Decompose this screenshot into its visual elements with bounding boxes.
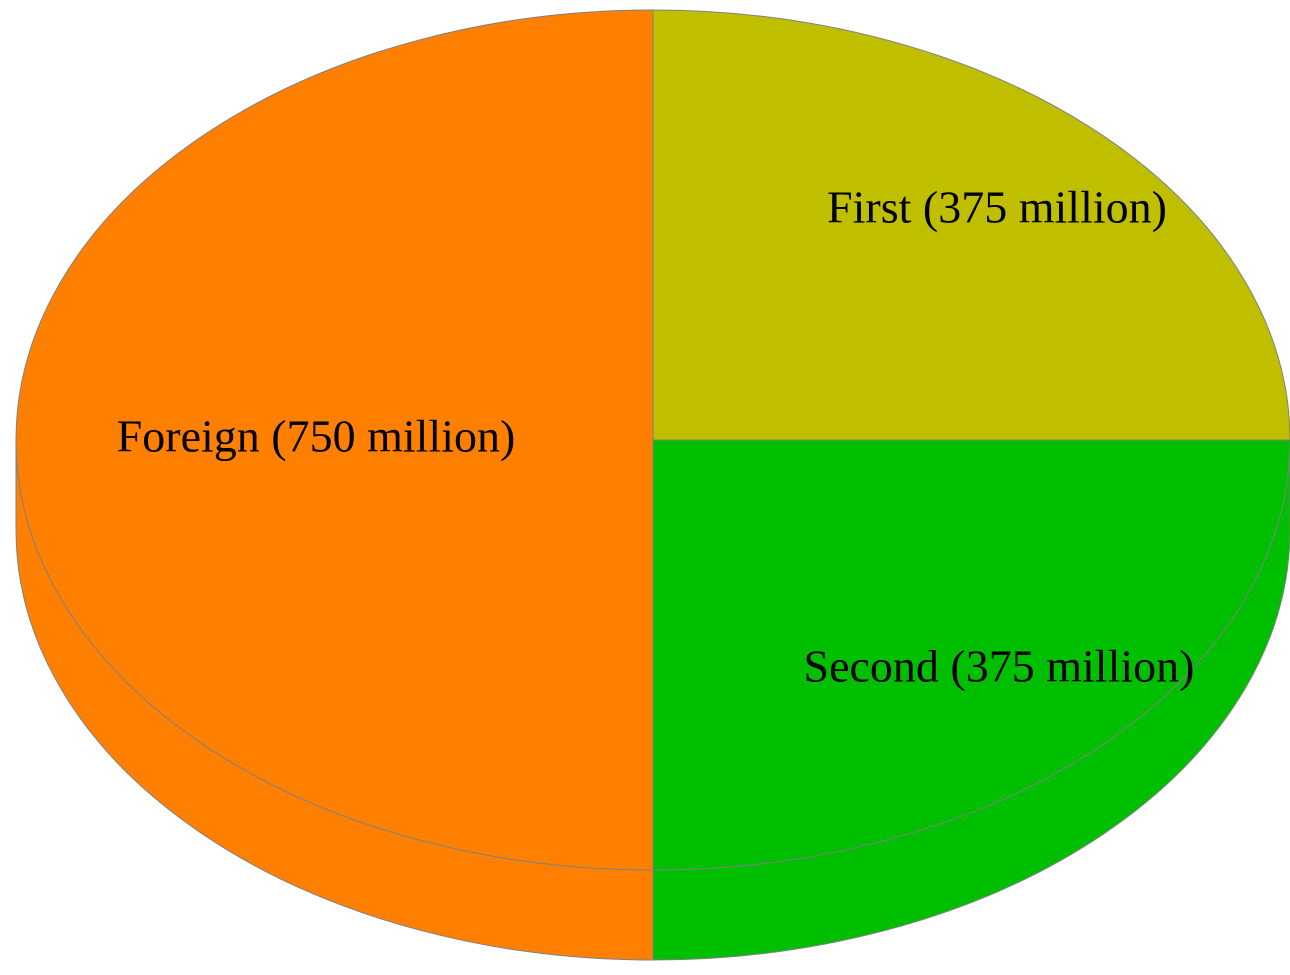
slice-label-foreign: Foreign (750 million) [117,411,516,462]
pie-labels: First (375 million) Second (375 million)… [117,182,1195,692]
pie-slice-foreign [15,9,654,871]
slice-label-second: Second (375 million) [804,641,1195,692]
pie-top-faces [15,9,1290,871]
pie-slice-second [652,439,1290,871]
slice-label-first: First (375 million) [827,182,1167,233]
pie-slice-first [652,9,1290,441]
